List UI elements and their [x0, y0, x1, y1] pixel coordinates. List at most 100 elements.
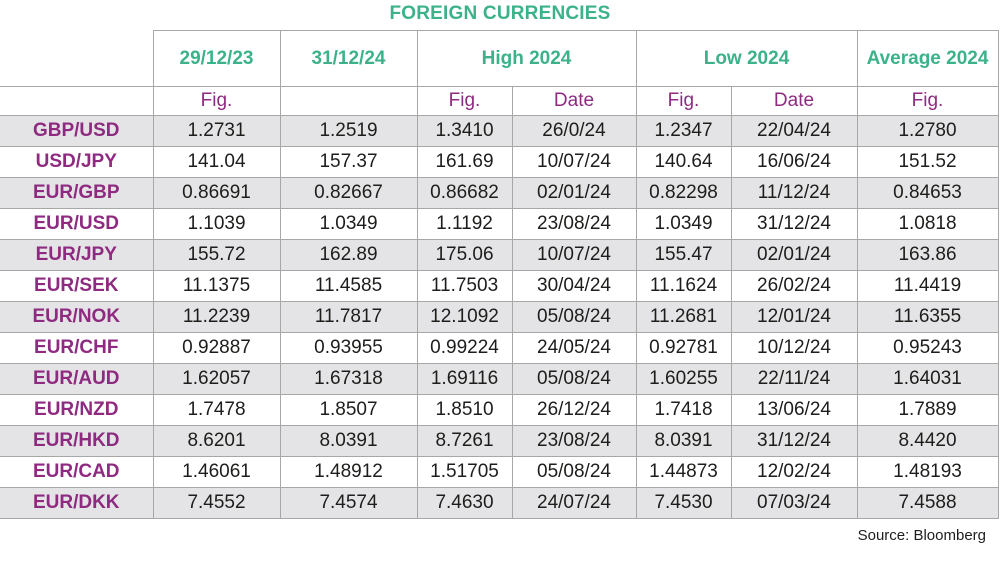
header-row: 29/12/23 31/12/24 High 2024 Low 2024 Ave…	[0, 30, 999, 87]
value-31-12-24: 1.67318	[279, 363, 418, 395]
average-fig-cell: 7.4588	[856, 487, 999, 519]
high-date-cell: 26/12/24	[511, 394, 637, 426]
low-date-cell: 07/03/24	[730, 487, 858, 519]
value-29-12-23: 1.46061	[152, 456, 281, 488]
high-fig-cell: 1.69116	[416, 363, 513, 395]
value-31-12-24: 8.0391	[279, 425, 418, 457]
high-fig-cell: 1.3410	[416, 115, 513, 147]
average-fig-cell: 151.52	[856, 146, 999, 178]
average-fig-cell: 1.0818	[856, 208, 999, 240]
pair-cell: EUR/HKD	[0, 425, 154, 457]
table-row: EUR/AUD 1.62057 1.67318 1.69116 05/08/24 1.60…	[0, 363, 999, 395]
high-fig-cell: 1.1192	[416, 208, 513, 240]
value-29-12-23: 1.1039	[152, 208, 281, 240]
header-high-2024: High 2024	[416, 30, 637, 87]
low-date-cell: 02/01/24	[730, 239, 858, 271]
high-fig-cell: 0.99224	[416, 332, 513, 364]
low-fig-cell: 8.0391	[635, 425, 732, 457]
value-31-12-24: 1.0349	[279, 208, 418, 240]
value-31-12-24: 0.93955	[279, 332, 418, 364]
pair-cell: EUR/USD	[0, 208, 154, 240]
high-date-cell: 05/08/24	[511, 301, 637, 333]
value-31-12-24: 0.82667	[279, 177, 418, 209]
low-date-cell: 31/12/24	[730, 208, 858, 240]
high-date-cell: 10/07/24	[511, 239, 637, 271]
high-date-cell: 05/08/24	[511, 363, 637, 395]
high-date-cell: 02/01/24	[511, 177, 637, 209]
low-fig-cell: 1.2347	[635, 115, 732, 147]
low-date-cell: 26/02/24	[730, 270, 858, 302]
subheader-blank	[279, 86, 418, 116]
average-fig-cell: 163.86	[856, 239, 999, 271]
high-date-cell: 10/07/24	[511, 146, 637, 178]
table-row: GBP/USD 1.2731 1.2519 1.3410 26/0/24 1.2347 22…	[0, 115, 999, 147]
high-date-cell: 05/08/24	[511, 456, 637, 488]
table-row: EUR/NZD 1.7478 1.8507 1.8510 26/12/24 1.7418 1…	[0, 394, 999, 426]
average-fig-cell: 8.4420	[856, 425, 999, 457]
low-fig-cell: 1.0349	[635, 208, 732, 240]
low-date-cell: 16/06/24	[730, 146, 858, 178]
value-31-12-24: 1.48912	[279, 456, 418, 488]
low-fig-cell: 11.1624	[635, 270, 732, 302]
table-row: USD/JPY 141.04 157.37 161.69 10/07/24 140.64 1…	[0, 146, 999, 178]
high-fig-cell: 1.8510	[416, 394, 513, 426]
subheader-low-fig: Fig.	[635, 86, 732, 116]
subheader-high-date: Date	[511, 86, 637, 116]
high-fig-cell: 175.06	[416, 239, 513, 271]
value-29-12-23: 1.2731	[152, 115, 281, 147]
average-fig-cell: 0.84653	[856, 177, 999, 209]
pair-cell: GBP/USD	[0, 115, 154, 147]
value-29-12-23: 155.72	[152, 239, 281, 271]
low-fig-cell: 155.47	[635, 239, 732, 271]
average-fig-cell: 1.48193	[856, 456, 999, 488]
average-fig-cell: 11.4419	[856, 270, 999, 302]
low-date-cell: 12/02/24	[730, 456, 858, 488]
table-row: EUR/DKK 7.4552 7.4574 7.4630 24/07/24 7.4530 0…	[0, 487, 999, 519]
subheader-low-date: Date	[730, 86, 858, 116]
pair-cell: EUR/DKK	[0, 487, 154, 519]
pair-cell: EUR/JPY	[0, 239, 154, 271]
subheader-high-fig: Fig.	[416, 86, 513, 116]
value-31-12-24: 162.89	[279, 239, 418, 271]
low-date-cell: 22/04/24	[730, 115, 858, 147]
value-31-12-24: 11.7817	[279, 301, 418, 333]
average-fig-cell: 1.64031	[856, 363, 999, 395]
value-29-12-23: 1.7478	[152, 394, 281, 426]
value-29-12-23: 0.92887	[152, 332, 281, 364]
corner-sub-cell	[0, 86, 154, 116]
high-fig-cell: 0.86682	[416, 177, 513, 209]
value-29-12-23: 8.6201	[152, 425, 281, 457]
pair-cell: EUR/SEK	[0, 270, 154, 302]
pair-cell: EUR/CAD	[0, 456, 154, 488]
table-row: EUR/HKD 8.6201 8.0391 8.7261 23/08/24 8.0391 3…	[0, 425, 999, 457]
low-date-cell: 31/12/24	[730, 425, 858, 457]
table-row: EUR/JPY 155.72 162.89 175.06 10/07/24 155.47 0…	[0, 239, 999, 271]
low-date-cell: 13/06/24	[730, 394, 858, 426]
table-row: EUR/GBP 0.86691 0.82667 0.86682 02/01/24 0.82…	[0, 177, 999, 209]
high-date-cell: 30/04/24	[511, 270, 637, 302]
low-fig-cell: 0.92781	[635, 332, 732, 364]
value-29-12-23: 0.86691	[152, 177, 281, 209]
subheader-fig: Fig.	[152, 86, 281, 116]
pair-cell: EUR/GBP	[0, 177, 154, 209]
high-fig-cell: 1.51705	[416, 456, 513, 488]
value-29-12-23: 1.62057	[152, 363, 281, 395]
low-fig-cell: 140.64	[635, 146, 732, 178]
table-row: EUR/NOK 11.2239 11.7817 12.1092 05/08/24 11.2…	[0, 301, 999, 333]
high-fig-cell: 8.7261	[416, 425, 513, 457]
pair-cell: EUR/AUD	[0, 363, 154, 395]
high-date-cell: 24/07/24	[511, 487, 637, 519]
pair-cell: EUR/NZD	[0, 394, 154, 426]
high-fig-cell: 7.4630	[416, 487, 513, 519]
header-29-12-23: 29/12/23	[152, 30, 281, 87]
low-fig-cell: 1.44873	[635, 456, 732, 488]
table-row: EUR/CHF 0.92887 0.93955 0.99224 24/05/24 0.92…	[0, 332, 999, 364]
high-fig-cell: 12.1092	[416, 301, 513, 333]
value-29-12-23: 11.2239	[152, 301, 281, 333]
high-date-cell: 23/08/24	[511, 208, 637, 240]
high-fig-cell: 11.7503	[416, 270, 513, 302]
header-low-2024: Low 2024	[635, 30, 858, 87]
average-fig-cell: 0.95243	[856, 332, 999, 364]
average-fig-cell: 1.2780	[856, 115, 999, 147]
value-31-12-24: 11.4585	[279, 270, 418, 302]
